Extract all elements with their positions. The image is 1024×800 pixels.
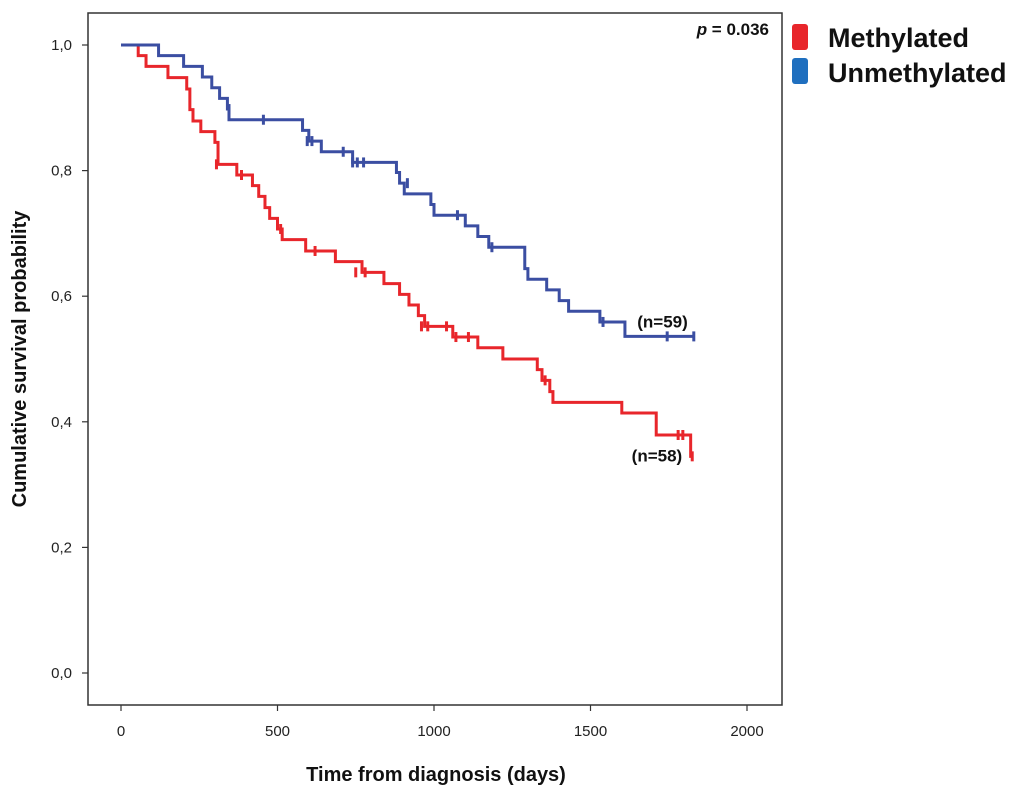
plot-frame <box>87 12 783 706</box>
y-tick-label: 0,8 <box>51 163 72 180</box>
y-tick-label: 0,2 <box>51 539 72 556</box>
p-value-annotation: p = 0.036 <box>696 20 769 39</box>
n-label-methylated: (n=58) <box>632 446 683 465</box>
x-tick-label: 500 <box>265 723 290 740</box>
legend-label-methylated: Methylated <box>828 23 969 53</box>
legend: Methylated Unmethylated <box>792 23 1007 88</box>
legend-swatch-methylated <box>792 24 808 50</box>
p-value-prefix: p <box>696 20 707 39</box>
x-tick-label: 0 <box>117 723 125 740</box>
y-tick-label: 0,0 <box>51 665 72 682</box>
y-axis-title: Cumulative survival probability <box>9 210 31 508</box>
y-tick-label: 1,0 <box>51 37 72 54</box>
y-tick-label: 0,6 <box>51 288 72 305</box>
x-axis-title: Time from diagnosis (days) <box>306 764 566 786</box>
x-tick-label: 1500 <box>574 723 607 740</box>
axis-ticks: 0 500 1000 1500 2000 0,0 0,2 0,4 0,6 0,8 1,0 <box>51 37 764 740</box>
series-group: (n=58) (n=59) <box>121 43 696 465</box>
legend-label-unmethylated: Unmethylated <box>828 58 1007 88</box>
p-value-text: = 0.036 <box>707 20 769 39</box>
x-tick-label: 2000 <box>730 723 763 740</box>
n-label-unmethylated: (n=59) <box>637 312 688 331</box>
y-tick-label: 0,4 <box>51 414 72 431</box>
series-line-unmethylated <box>121 43 694 338</box>
legend-swatch-unmethylated <box>792 58 808 84</box>
x-tick-label: 1000 <box>417 723 450 740</box>
